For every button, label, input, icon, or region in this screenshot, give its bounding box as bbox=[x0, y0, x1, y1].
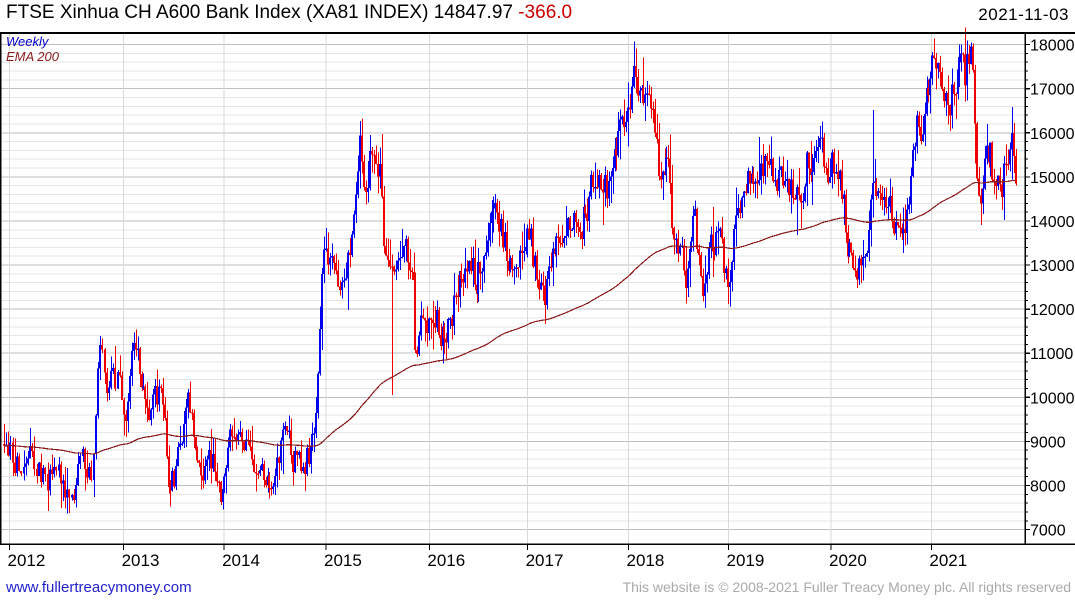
svg-text:15000: 15000 bbox=[1030, 170, 1075, 187]
svg-text:2016: 2016 bbox=[427, 551, 465, 570]
svg-text:2013: 2013 bbox=[122, 551, 160, 570]
svg-text:16000: 16000 bbox=[1030, 126, 1075, 143]
svg-text:2021: 2021 bbox=[929, 551, 967, 570]
svg-text:2018: 2018 bbox=[627, 551, 665, 570]
svg-text:10000: 10000 bbox=[1030, 390, 1075, 407]
svg-text:2015: 2015 bbox=[324, 551, 362, 570]
svg-text:2020: 2020 bbox=[829, 551, 867, 570]
svg-text:18000: 18000 bbox=[1030, 38, 1075, 55]
svg-text:2019: 2019 bbox=[727, 551, 765, 570]
svg-text:13000: 13000 bbox=[1030, 258, 1075, 275]
svg-text:2014: 2014 bbox=[222, 551, 260, 570]
svg-text:14000: 14000 bbox=[1030, 214, 1075, 231]
svg-text:12000: 12000 bbox=[1030, 302, 1075, 319]
svg-text:2012: 2012 bbox=[8, 551, 46, 570]
svg-text:11000: 11000 bbox=[1030, 346, 1073, 363]
svg-text:2017: 2017 bbox=[526, 551, 564, 570]
svg-text:9000: 9000 bbox=[1030, 434, 1066, 451]
svg-text:17000: 17000 bbox=[1030, 82, 1075, 99]
svg-text:8000: 8000 bbox=[1030, 479, 1066, 496]
svg-text:7000: 7000 bbox=[1030, 523, 1066, 540]
